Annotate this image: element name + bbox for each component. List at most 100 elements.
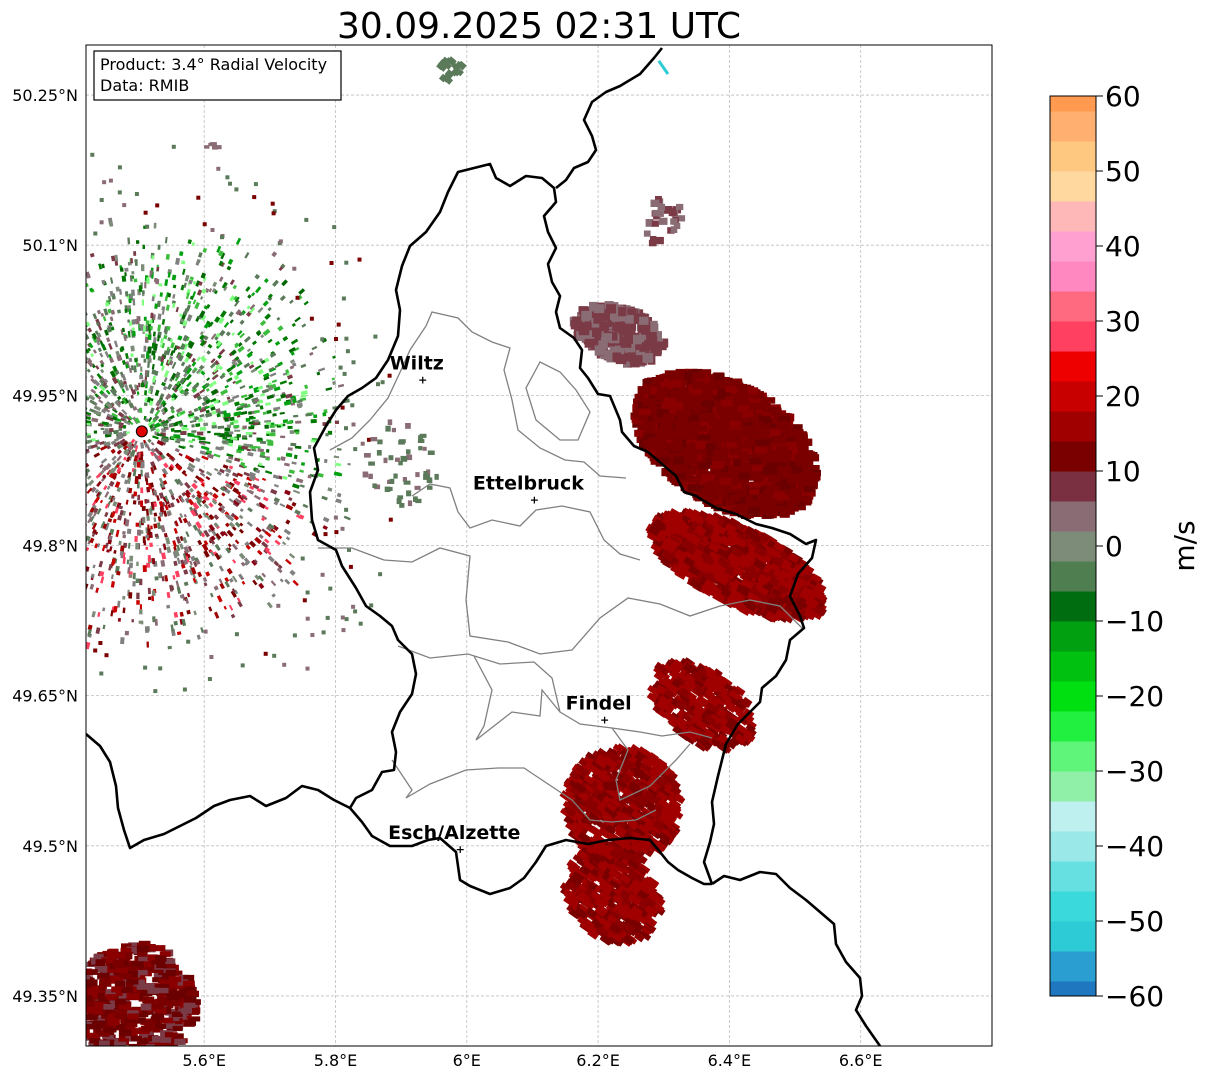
radar-cell — [264, 652, 268, 656]
radar-cell — [64, 257, 69, 263]
radar-cell — [272, 413, 276, 416]
radar-cell — [139, 609, 142, 614]
radar-cell — [139, 521, 141, 528]
radar-cell — [53, 465, 61, 471]
radar-cell — [47, 428, 51, 431]
radar-cell — [24, 502, 30, 507]
radar-cell — [136, 593, 139, 600]
radar-cell — [6, 564, 11, 569]
radar-cell — [79, 476, 84, 481]
radar-cell — [109, 428, 113, 432]
radar-cell — [72, 341, 76, 345]
radar-cell — [73, 292, 77, 296]
radar-cell — [69, 530, 73, 535]
radar-cell — [18, 444, 25, 448]
radar-cell — [62, 493, 68, 499]
radar-cell — [46, 497, 53, 503]
radar-cell — [171, 428, 175, 432]
radar-cell — [0, 284, 2, 290]
radar-cell — [78, 502, 84, 508]
radar-cell — [57, 446, 61, 450]
radar-cell — [7, 354, 14, 359]
radar-cell — [72, 408, 79, 412]
radar-cell — [23, 279, 28, 284]
radar-cell — [66, 266, 71, 272]
radar-cell — [59, 452, 64, 456]
radar-cell — [12, 561, 18, 567]
radar-cell — [343, 372, 347, 376]
radar-cell — [28, 504, 35, 510]
radar-cell — [140, 487, 143, 493]
radar-cell — [145, 547, 148, 550]
radar-cell — [15, 328, 21, 333]
radar-cell — [795, 458, 806, 466]
radar-cell — [133, 251, 136, 256]
radar-cell — [17, 377, 24, 383]
radar-cell — [225, 175, 229, 179]
radar-cell — [72, 427, 75, 431]
radar-cell — [177, 436, 181, 439]
radar-cell — [34, 515, 39, 519]
radar-cell — [12, 535, 16, 539]
radar-cell — [54, 368, 59, 372]
radar-cell — [9, 363, 15, 368]
radar-cell — [770, 429, 781, 437]
radar-cell — [702, 474, 714, 481]
radar-cell — [148, 346, 152, 353]
radar-cell — [759, 402, 770, 409]
radar-cell — [643, 398, 655, 406]
radar-cell — [3, 447, 8, 451]
radar-cell — [79, 315, 85, 322]
radar-cell — [81, 317, 86, 323]
radar-cell — [24, 503, 32, 509]
radar-cell — [30, 480, 37, 485]
radar-cell — [23, 358, 29, 364]
radar-cell — [4, 352, 10, 357]
radar-cell — [79, 511, 84, 516]
radar-cell — [26, 521, 32, 527]
radar-cell — [349, 565, 353, 569]
radar-cell — [56, 516, 62, 522]
radar-cell — [151, 255, 154, 259]
radar-cell — [62, 353, 67, 358]
radar-cell — [154, 576, 158, 580]
radar-cell — [42, 359, 46, 363]
radar-cell — [139, 408, 142, 413]
radar-cell — [114, 430, 118, 433]
radar-cell — [723, 413, 735, 420]
radar-cell — [17, 269, 24, 276]
radar-cell — [191, 430, 196, 432]
radar-cell — [25, 355, 31, 360]
radar-cell — [344, 337, 348, 341]
radar-cell — [313, 414, 317, 418]
radar-cell — [308, 445, 311, 449]
radar-cell — [61, 409, 68, 414]
radar-cell — [211, 228, 215, 232]
radar-cell — [277, 425, 281, 427]
radar-cell — [30, 528, 37, 535]
radar-cell — [54, 515, 61, 522]
radar-cell — [81, 421, 86, 424]
radar-cell — [710, 468, 721, 475]
radar-cell — [19, 555, 26, 563]
radar-cell — [728, 466, 738, 473]
radar-cell — [171, 436, 175, 439]
radar-cell — [680, 410, 690, 417]
radar-cell — [54, 483, 62, 490]
radar-cell — [696, 426, 708, 432]
radar-cell — [350, 403, 354, 407]
radar-cell — [137, 391, 140, 395]
radar-cell — [795, 431, 807, 438]
radar-cell — [134, 358, 137, 362]
radar-cell — [30, 357, 36, 362]
radar-cell — [166, 254, 170, 260]
radar-cell — [131, 271, 134, 274]
radar-cell — [105, 653, 109, 657]
radar-cell — [220, 235, 224, 239]
radar-cell — [17, 450, 21, 453]
radar-cell — [777, 495, 789, 501]
radar-cell — [44, 410, 49, 414]
radar-cell — [149, 329, 151, 333]
radar-cell — [63, 507, 68, 512]
